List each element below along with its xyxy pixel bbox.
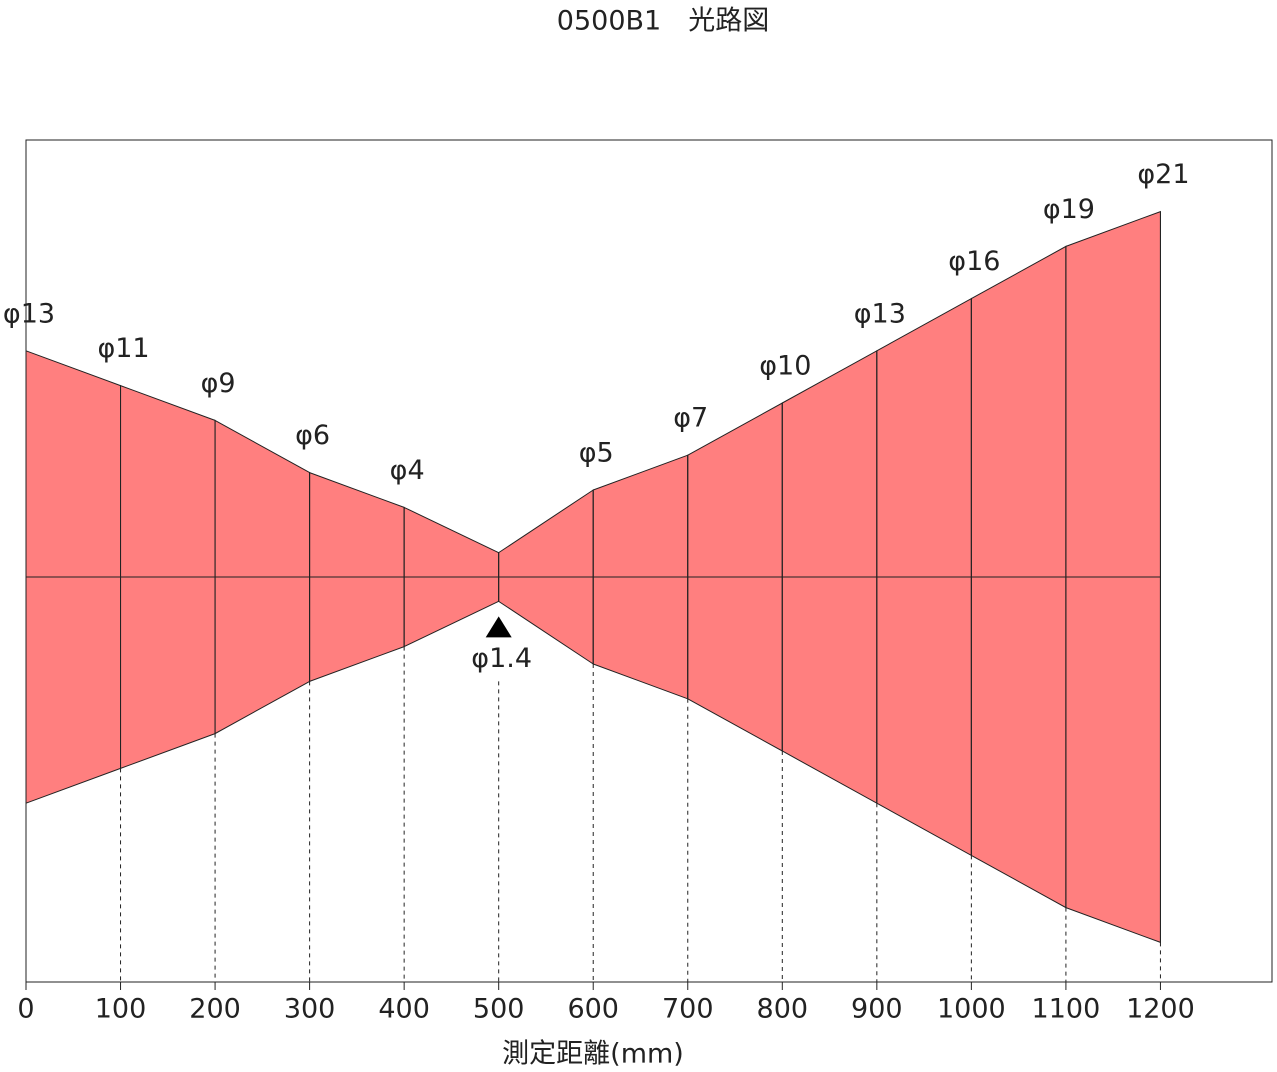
x-tick-label: 500: [473, 994, 525, 1025]
x-tick-label: 300: [284, 994, 336, 1025]
value-label: φ10: [759, 351, 811, 382]
value-label: φ16: [948, 246, 1000, 277]
x-tick-label: 700: [662, 994, 714, 1025]
value-label: φ13: [3, 298, 55, 329]
value-label: φ1.4: [471, 643, 532, 674]
x-tick-label: 1200: [1126, 994, 1195, 1025]
x-tick-label: 0: [17, 994, 34, 1025]
x-tick-label: 900: [851, 994, 903, 1025]
x-tick-label: 400: [378, 994, 430, 1025]
chart-title: 0500B1 光路図: [557, 6, 769, 37]
value-label: φ5: [579, 438, 614, 469]
x-tick-label: 100: [95, 994, 147, 1025]
x-tick-label: 1000: [937, 994, 1006, 1025]
value-label: φ11: [97, 333, 149, 364]
value-label: φ13: [854, 298, 906, 329]
x-tick-label: 1100: [1032, 994, 1101, 1025]
value-label: φ6: [295, 420, 330, 451]
x-axis-label: 測定距離(mm): [502, 1039, 684, 1070]
value-label: φ21: [1137, 159, 1189, 190]
value-label: φ4: [390, 455, 425, 486]
value-label: φ9: [201, 368, 236, 399]
waist-marker: [485, 616, 512, 638]
x-tick-label: 200: [189, 994, 241, 1025]
x-tick-label: 800: [757, 994, 809, 1025]
value-label: φ7: [673, 403, 708, 434]
value-label: φ19: [1043, 194, 1095, 225]
x-tick-label: 600: [567, 994, 619, 1025]
